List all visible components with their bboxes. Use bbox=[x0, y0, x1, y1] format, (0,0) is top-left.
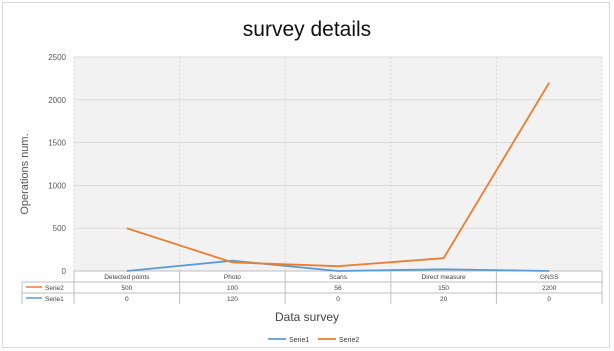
y-tick-label: 2000 bbox=[48, 96, 66, 105]
x-tick-label: Photo bbox=[224, 274, 241, 281]
table-cell: 100 bbox=[227, 285, 238, 292]
table-cell: 0 bbox=[336, 296, 340, 303]
table-series-label: Serie1 bbox=[45, 296, 64, 303]
table-cell: 56 bbox=[334, 285, 342, 292]
x-tick-label: GNSS bbox=[540, 274, 559, 281]
y-tick-label: 500 bbox=[53, 224, 67, 233]
y-tick-label: 1000 bbox=[48, 181, 66, 190]
x-tick-label: Scans bbox=[329, 274, 348, 281]
x-axis-label: Data survey bbox=[274, 310, 340, 324]
table-cell: 20 bbox=[440, 296, 448, 303]
x-tick-label: Detected points bbox=[104, 274, 150, 281]
y-tick-label: 1500 bbox=[48, 139, 66, 148]
chart-title: survey details bbox=[242, 18, 372, 41]
table-cell: 2200 bbox=[542, 285, 557, 292]
legend-label: Serie1 bbox=[289, 337, 309, 344]
table-cell: 120 bbox=[227, 296, 238, 303]
y-tick-label: 0 bbox=[62, 267, 67, 276]
table-series-label: Serie2 bbox=[45, 285, 64, 292]
table-cell: 150 bbox=[438, 285, 449, 292]
plot-area bbox=[74, 57, 602, 271]
table-cell: 500 bbox=[121, 285, 132, 292]
y-tick-label: 2500 bbox=[48, 53, 66, 62]
legend-label: Serie2 bbox=[339, 337, 359, 344]
table-cell: 0 bbox=[125, 296, 129, 303]
x-tick-label: Direct measure bbox=[422, 274, 466, 281]
table-cell: 0 bbox=[547, 296, 551, 303]
